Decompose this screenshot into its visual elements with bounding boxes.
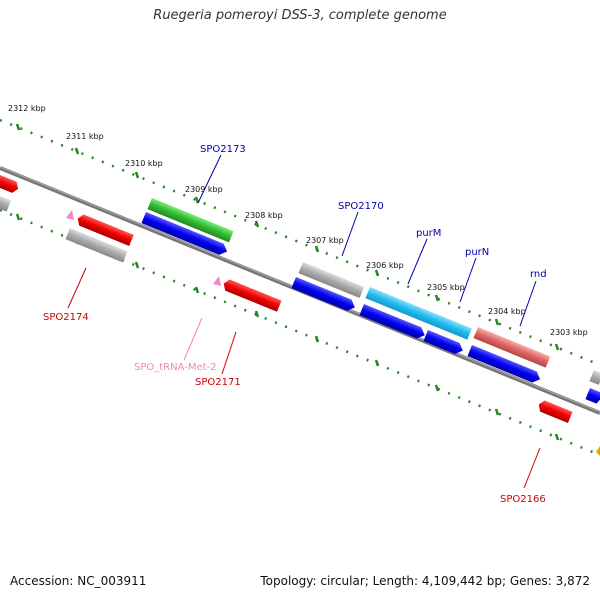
tick-label: 2310 kbp	[125, 159, 163, 168]
gene-label: SPO2174	[43, 312, 89, 323]
tick-label: 2308 kbp	[245, 211, 283, 220]
gene-feature[interactable]	[65, 228, 128, 263]
gene-label: rnd	[530, 269, 547, 280]
trna-feature[interactable]	[213, 276, 221, 286]
major-ticks-outer	[15, 123, 560, 351]
gene-feature[interactable]	[365, 287, 472, 340]
inner-tick-track	[0, 208, 600, 457]
gene-feature[interactable]	[359, 304, 426, 341]
tick-label: 2304 kbp	[488, 307, 526, 316]
gene-label: purM	[416, 228, 441, 239]
tick-label: 2311 kbp	[66, 132, 104, 141]
gene-feature[interactable]	[473, 327, 551, 368]
tick-label: 2307 kbp	[306, 236, 344, 245]
genome-stats-text: Topology: circular; Length: 4,109,442 bp…	[260, 574, 590, 588]
gene-feature[interactable]	[0, 175, 20, 194]
major-ticks-inner	[15, 213, 560, 441]
trna-feature[interactable]	[596, 446, 600, 456]
gene-feature[interactable]	[589, 370, 600, 385]
map-title: Ruegeria pomeroyi DSS-3, complete genome	[153, 8, 447, 23]
gene-label: SPO_tRNA-Met-2	[134, 362, 217, 373]
tick-label: 2309 kbp	[185, 185, 223, 194]
gene-feature[interactable]	[298, 262, 365, 299]
leader-line	[519, 280, 537, 327]
leader-line	[341, 211, 359, 257]
gene-label: SPO2171	[195, 377, 241, 388]
tick-label: 2306 kbp	[366, 261, 404, 270]
tick-label: 2312 kbp	[8, 104, 46, 113]
leader-line	[67, 267, 87, 309]
leader-line	[183, 317, 203, 361]
leader-line	[221, 331, 237, 375]
gene-label: purN	[465, 247, 489, 258]
gene-feature[interactable]	[221, 278, 282, 312]
tick-label: 2305 kbp	[427, 283, 465, 292]
gene-label: SPO2170	[338, 201, 384, 212]
gene-feature[interactable]	[585, 388, 600, 404]
gene-feature[interactable]	[75, 213, 134, 247]
gene-feature[interactable]	[467, 345, 542, 385]
gene-feature[interactable]	[291, 277, 357, 313]
leader-line	[197, 154, 222, 204]
leader-line	[407, 238, 428, 285]
gene-feature[interactable]	[536, 399, 573, 423]
gene-feature[interactable]	[147, 198, 234, 243]
outer-tick-track	[0, 118, 600, 367]
accession-text: Accession: NC_003911	[10, 574, 147, 588]
gene-feature[interactable]	[141, 212, 229, 257]
leader-line	[459, 257, 477, 303]
gene-feature[interactable]	[423, 330, 465, 356]
tick-label: 2303 kbp	[550, 328, 588, 337]
gene-feature[interactable]	[0, 196, 12, 212]
gene-label: SPO2166	[500, 494, 546, 505]
trna-feature[interactable]	[66, 210, 74, 220]
gene-label: SPO2173	[200, 144, 246, 155]
leader-line	[523, 447, 541, 489]
